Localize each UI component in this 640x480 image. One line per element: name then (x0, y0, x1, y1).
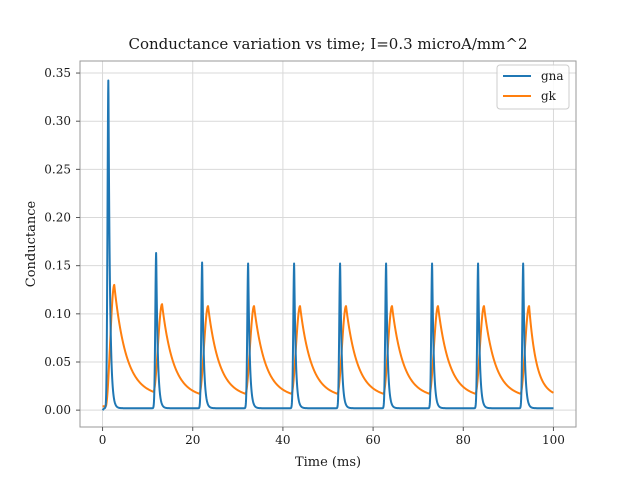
series-layer (101, 79, 555, 411)
x-axis-label: Time (ms) (295, 455, 361, 470)
y-tick-label: 0.35 (44, 66, 71, 80)
series-line-gk (101, 283, 555, 408)
y-tick-label: 0.15 (44, 259, 71, 273)
tick-labels: 0 20 40 60 80 100 0.00 0.05 0.10 0.15 0.20 0.25 0.30… (44, 66, 565, 447)
x-tick-label: 0 (99, 433, 107, 447)
y-tick-label: 0.10 (44, 307, 71, 321)
y-tick-label: 0.25 (44, 162, 71, 176)
axes-border (79, 60, 577, 428)
x-tick-label: 80 (456, 433, 471, 447)
plot-background (80, 61, 576, 427)
y-tick-label: 0.00 (44, 403, 71, 417)
x-tick-label: 20 (185, 433, 200, 447)
x-tick-label: 100 (542, 433, 565, 447)
legend-label-gk: gk (541, 89, 557, 103)
y-tick-label: 0.30 (44, 114, 71, 128)
legend: gna gk (496, 64, 570, 110)
grid-lines (80, 61, 576, 427)
y-tick-label: 0.20 (44, 211, 71, 225)
x-tick-label: 60 (365, 433, 380, 447)
series-line-gna (101, 79, 555, 411)
plot-area (80, 61, 576, 427)
y-tick-label: 0.05 (44, 355, 71, 369)
chart-title: Conductance variation vs time; I=0.3 mic… (129, 35, 528, 53)
y-axis-label: Conductance (24, 200, 39, 287)
x-tick-label: 40 (275, 433, 290, 447)
axes-frame (79, 60, 577, 428)
legend-label-gna: gna (541, 69, 564, 83)
